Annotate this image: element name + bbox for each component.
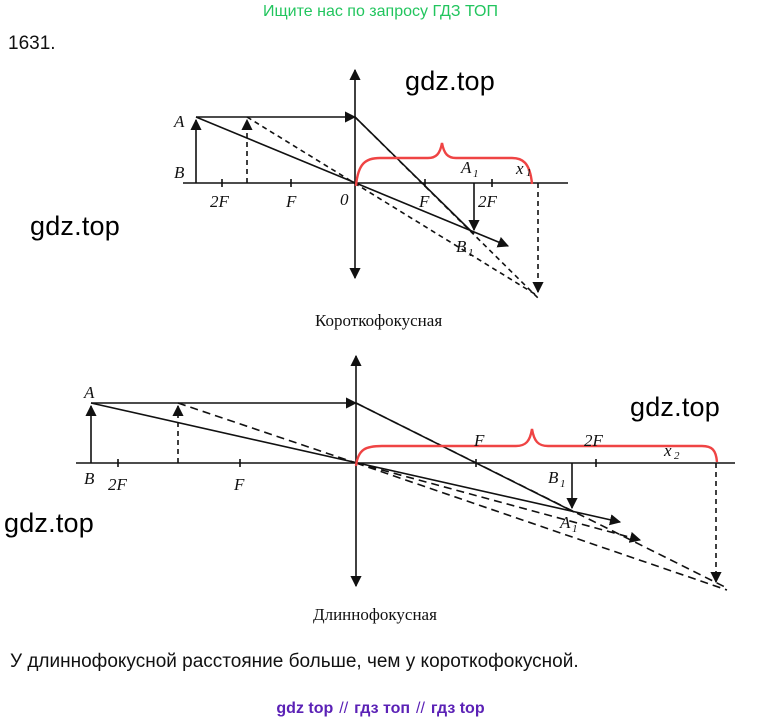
ray-dashed-1-bottom (177, 402, 357, 464)
label-2f-left-top: 2F (210, 192, 230, 211)
label-a1-bottom: A (559, 513, 571, 532)
label-x2-sub-bottom: 2 (674, 450, 680, 462)
label-f-right-bottom: F (473, 431, 485, 450)
label-f-right-top: F (418, 192, 430, 211)
label-x1-sub-top: 1 (526, 167, 532, 179)
watermark-3: gdz.top (630, 392, 720, 422)
footer-link-2[interactable]: гдз топ (354, 700, 411, 717)
answer-text: У длиннофокусной расстояние больше, чем … (10, 651, 579, 672)
label-a-bottom: A (83, 383, 95, 402)
watermark-1: gdz.top (405, 66, 495, 96)
diagram-short-focus (183, 68, 568, 299)
label-b1-sub-bottom: 1 (560, 478, 566, 490)
footer-link-1[interactable]: gdz top (276, 700, 334, 717)
label-x2-bottom: x (663, 441, 672, 460)
distance-brace-top (354, 142, 534, 187)
label-b1-bottom: B (548, 468, 559, 487)
label-b-top: B (174, 163, 185, 182)
distance-brace-bottom (354, 428, 719, 467)
footer-sep-1: // (339, 700, 349, 717)
label-f-left-bottom: F (233, 475, 245, 494)
label-b1-sub-top: 1 (468, 247, 474, 259)
label-2f-right-top: 2F (478, 192, 498, 211)
caption-long-focus: Длиннофокусная (313, 605, 437, 624)
caption-short-focus: Короткофокусная (315, 311, 443, 330)
ray-center-top (195, 116, 510, 248)
label-a1-sub-bottom: 1 (572, 523, 578, 535)
label-b1-top: B (456, 237, 467, 256)
label-2f-right-bottom: 2F (584, 431, 604, 450)
watermark-4: gdz.top (4, 508, 94, 538)
footer-links: gdz top // гдз топ // гдз top (0, 700, 761, 718)
label-a1-top: A (460, 158, 472, 177)
ray-dashed-1-top (246, 116, 539, 297)
footer-sep-2: // (416, 700, 425, 717)
label-x1-top: x (515, 159, 524, 178)
label-zero-top: 0 (340, 190, 349, 209)
ray-dashed-2-bottom (355, 462, 642, 543)
ray-dashed-2-top (354, 116, 539, 299)
footer-link-3[interactable]: гдз top (430, 700, 485, 717)
label-f-left-top: F (285, 192, 297, 211)
search-banner[interactable]: Ищите нас по запросу ГДЗ ТОП (263, 3, 498, 20)
watermark-2: gdz.top (30, 211, 120, 241)
label-a1-sub-top: 1 (473, 168, 479, 180)
ray-dashed-3-bottom (355, 402, 728, 589)
problem-number: 1631. (8, 33, 56, 54)
label-b-bottom: B (84, 469, 95, 488)
ray-dashed-4-bottom (355, 462, 728, 591)
label-2f-left-bottom: 2F (108, 475, 128, 494)
label-a-top: A (173, 112, 185, 131)
